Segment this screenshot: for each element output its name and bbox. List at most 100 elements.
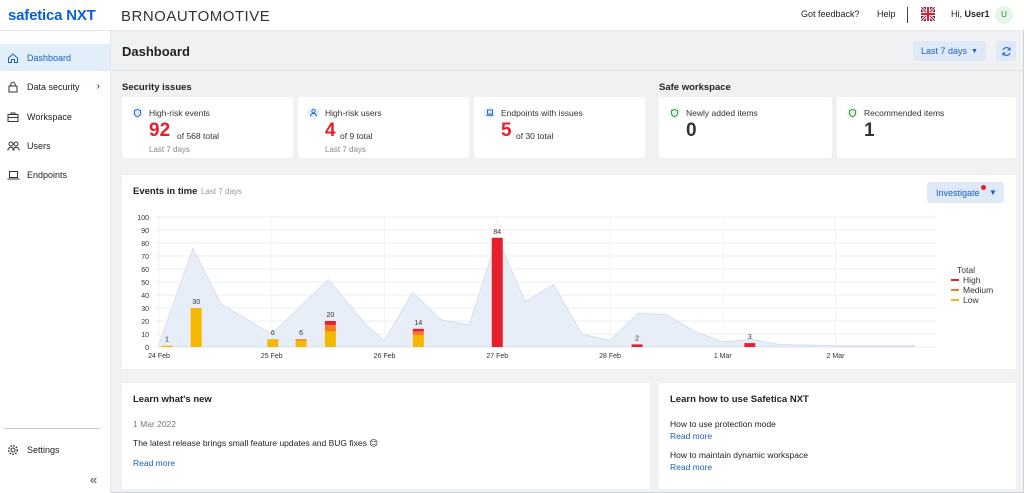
total-area-series: [158, 236, 915, 348]
sidebar-item-endpoints[interactable]: Endpoints: [0, 161, 110, 188]
kpi-card-newly-added-items[interactable]: Newly added items 0: [659, 97, 832, 158]
home-icon: [6, 51, 20, 65]
user-icon: [308, 107, 319, 118]
laptop-icon: [6, 168, 20, 182]
shield-check-icon: [669, 107, 680, 118]
kpi-card-recommended-items[interactable]: Recommended items 1: [837, 97, 1016, 158]
guide-item-text: How to use protection mode: [670, 419, 776, 429]
kpi-card-high-risk-events[interactable]: High-risk events 92 of 568 total Last 7 …: [122, 97, 293, 158]
bar-data-label: 6: [299, 330, 303, 337]
sidebar-divider: [4, 428, 100, 429]
y-tick-label: 70: [141, 254, 149, 261]
read-more-link[interactable]: Read more: [133, 458, 176, 468]
read-more-link[interactable]: Read more: [670, 462, 713, 472]
learn-how-title: Learn how to use Safetica NXT: [670, 394, 809, 405]
sidebar: Dashboard Data security › Workspace User…: [0, 31, 111, 493]
security-issues-title: Security issues: [122, 82, 192, 93]
bar-segment-high: [412, 328, 424, 332]
y-tick-label: 80: [141, 241, 149, 248]
y-tick-label: 40: [141, 293, 149, 300]
events-in-time-card: Events in time Last 7 days Investigate ▼…: [122, 175, 1016, 369]
x-tick-label: 24 Feb: [148, 353, 170, 360]
user-greeting[interactable]: Hi, User1: [951, 9, 990, 19]
chart-title: Events in time: [133, 186, 198, 197]
events-chart: 0 10 20 30 40 50 60 70 80 90 100 1 30 6 6 20 14 84 2 3 24 Fe…: [137, 215, 936, 360]
period-label: Last 7 days: [921, 46, 968, 56]
kpi-period: Last 7 days: [325, 145, 366, 154]
bar-segment-medium: [412, 331, 424, 336]
bar-segment-high: [324, 321, 336, 325]
kpi-card-high-risk-users[interactable]: High-risk users 4 of 9 total Last 7 days: [298, 97, 469, 158]
legend-swatch: [951, 299, 959, 301]
refresh-button[interactable]: [996, 41, 1016, 61]
y-tick-label: 100: [137, 215, 149, 222]
laptop-icon: [484, 107, 495, 118]
briefcase-icon: [6, 110, 20, 124]
legend-item[interactable]: High: [951, 275, 993, 285]
investigate-button[interactable]: Investigate ▼: [927, 182, 1004, 203]
read-more-link[interactable]: Read more: [670, 431, 713, 441]
legend-label: Total: [957, 265, 975, 275]
news-text: The latest release brings small feature …: [133, 438, 379, 448]
legend-item[interactable]: Medium: [951, 285, 993, 295]
shield-check-icon: [847, 107, 858, 118]
x-tick-label: 27 Feb: [486, 353, 508, 360]
legend-swatch: [951, 289, 959, 291]
bar-segment-low: [161, 345, 173, 347]
kpi-total: of 9 total: [340, 131, 373, 141]
bar-data-label: 14: [414, 320, 422, 327]
learn-whats-new-title: Learn what's new: [133, 394, 212, 405]
learn-how-card: Learn how to use Safetica NXT How to use…: [659, 383, 1016, 489]
legend-swatch: [951, 279, 959, 281]
y-tick-label: 10: [141, 332, 149, 339]
help-link[interactable]: Help: [877, 9, 896, 19]
legend-label: Low: [963, 295, 979, 305]
kpi-value: 0: [686, 120, 697, 141]
bar-data-label: 3: [748, 334, 752, 341]
feedback-link[interactable]: Got feedback?: [801, 9, 860, 19]
y-tick-label: 20: [141, 319, 149, 326]
kpi-total: of 568 total: [177, 131, 220, 141]
top-bar: safetica NXT BRNOAUTOMOTIVE Got feedback…: [0, 0, 1024, 31]
sidebar-item-dashboard[interactable]: Dashboard: [0, 44, 110, 71]
sidebar-item-settings[interactable]: Settings: [0, 436, 110, 463]
sidebar-item-users[interactable]: Users: [0, 132, 110, 159]
bar-data-label: 2: [635, 335, 639, 342]
shield-alert-icon: [132, 107, 143, 118]
kpi-label: Newly added items: [686, 107, 758, 118]
safe-workspace-title: Safe workspace: [659, 82, 731, 93]
collapse-sidebar-icon[interactable]: «: [90, 472, 98, 487]
sidebar-item-workspace[interactable]: Workspace: [0, 103, 110, 130]
kpi-card-endpoints-with-issues[interactable]: Endpoints with issues 5 of 30 total: [474, 97, 645, 158]
y-tick-label: 60: [141, 267, 149, 274]
sidebar-item-label: Data security: [27, 81, 80, 92]
legend-item[interactable]: Total: [957, 265, 993, 275]
avatar[interactable]: U: [995, 6, 1013, 24]
chevron-right-icon: ›: [96, 81, 100, 92]
user-name: User1: [964, 9, 990, 19]
legend-item[interactable]: Low: [951, 295, 993, 305]
period-selector[interactable]: Last 7 days ▼: [913, 41, 986, 61]
sidebar-item-data-security[interactable]: Data security ›: [0, 73, 110, 100]
y-tick-label: 50: [141, 280, 149, 287]
safetica-logo[interactable]: safetica NXT: [8, 7, 96, 24]
legend-label: Medium: [963, 285, 994, 295]
header-divider: [907, 7, 908, 23]
uk-flag-icon[interactable]: [921, 7, 935, 21]
kpi-label: High-risk events: [149, 107, 210, 118]
x-tick-label: 1 Mar: [714, 353, 733, 360]
chart-subtitle: Last 7 days: [201, 187, 242, 196]
bar-segment-low: [190, 308, 202, 347]
bar-segment-high: [491, 237, 503, 347]
y-tick-label: 0: [145, 345, 149, 352]
guide-item-text: How to maintain dynamic workspace: [670, 450, 808, 460]
bar-segment-high: [744, 343, 756, 347]
bar-data-label: 20: [326, 312, 334, 319]
bar-segment-medium: [295, 339, 307, 341]
tenant-name: BRNOAUTOMOTIVE: [121, 8, 271, 25]
kpi-value: 1: [864, 120, 875, 141]
learn-whats-new-card: Learn what's new 1 Mar 2022 The latest r…: [122, 383, 650, 489]
chevron-down-icon: ▼: [971, 47, 978, 55]
sidebar-item-label: Endpoints: [27, 169, 68, 180]
y-tick-label: 30: [141, 306, 149, 313]
